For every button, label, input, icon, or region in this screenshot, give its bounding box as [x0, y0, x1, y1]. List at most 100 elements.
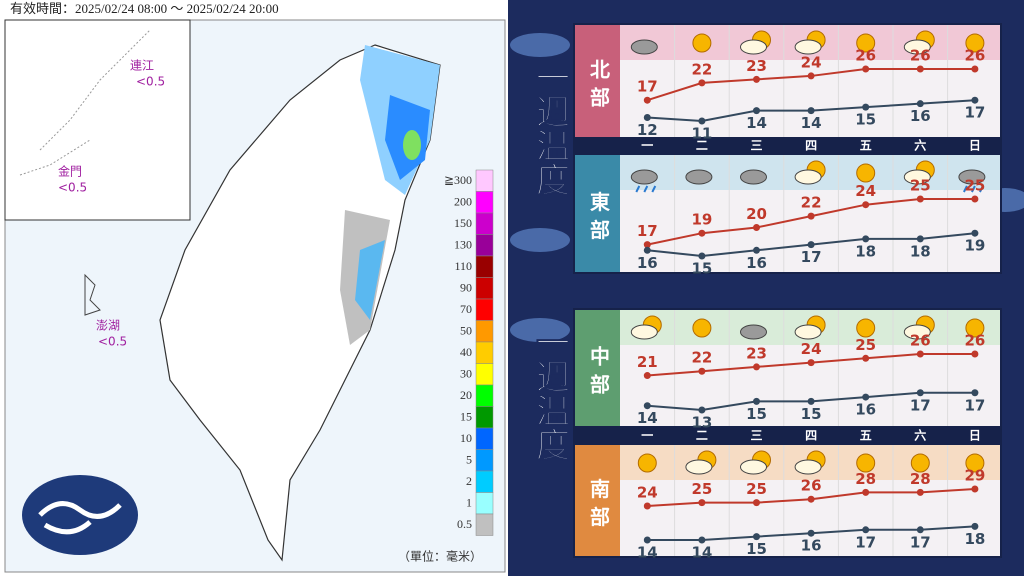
day-label: 四	[805, 429, 817, 443]
valid-time: 有效時間：2025/02/24 08:00 ～ 2025/02/24 20:00	[10, 1, 279, 16]
cloud-icon	[685, 169, 713, 185]
logo	[22, 475, 138, 555]
temp-label: 15	[855, 111, 876, 129]
temp-label: 29	[964, 467, 985, 485]
temp-point	[971, 96, 979, 104]
legend-swatch	[475, 406, 494, 429]
cloud-icon	[685, 459, 713, 475]
island-name: 連江	[130, 59, 154, 73]
cloud-icon	[740, 169, 767, 185]
day-label: 六	[914, 138, 926, 153]
temp-label: 15	[746, 405, 767, 423]
cloud-deco	[510, 33, 570, 57]
day-label: 日	[969, 139, 981, 153]
temp-label: 28	[910, 470, 931, 488]
day-label: 五	[860, 429, 872, 443]
temp-point	[753, 499, 760, 507]
cloud-icon	[630, 39, 658, 55]
temp-point	[807, 212, 815, 220]
temp-point	[916, 100, 924, 108]
temp-label: 17	[637, 222, 658, 240]
temp-label: 13	[691, 414, 712, 432]
island-name: 金門	[58, 164, 82, 179]
legend-label: 110	[454, 259, 472, 273]
panel-label-bg	[575, 25, 620, 137]
temp-label: 25	[746, 480, 767, 498]
legend-label: 50	[460, 323, 472, 337]
temp-point	[753, 75, 760, 83]
temp-point	[643, 502, 651, 510]
cloud-icon	[794, 39, 822, 55]
cloud-icon	[794, 169, 822, 185]
temp-point	[643, 96, 651, 104]
temp-point	[698, 79, 706, 87]
legend-label: 90	[460, 280, 472, 294]
cloud-icon	[740, 324, 767, 340]
temp-label: 17	[964, 104, 985, 122]
legend-label: 0.5	[457, 517, 472, 531]
temp-label: 16	[910, 107, 931, 125]
legend-label: ≧300	[444, 173, 472, 187]
cloud-icon	[958, 169, 986, 185]
temp-point	[971, 485, 979, 493]
island-value: <0.5	[136, 75, 165, 89]
cloud-deco	[510, 318, 570, 342]
legend-label: 150	[454, 216, 472, 230]
temp-label: 17	[964, 396, 985, 414]
temp-label: 14	[637, 409, 658, 427]
temp-point	[698, 252, 706, 260]
panel-title: 東部	[587, 191, 611, 247]
legend-swatch	[475, 169, 494, 192]
coast	[19, 29, 151, 176]
cloud-icon	[740, 39, 767, 55]
legend-swatch	[475, 298, 494, 321]
temp-point	[643, 402, 651, 410]
cloud-icon	[794, 459, 822, 475]
temp-label: 17	[910, 396, 931, 414]
sun-icon	[637, 453, 657, 473]
cloud-icon	[903, 324, 931, 340]
temp-label: 15	[801, 405, 822, 423]
temp-label: 24	[855, 182, 876, 200]
temp-point	[916, 488, 924, 496]
temp-point	[971, 389, 979, 397]
day-label: 三	[750, 139, 762, 153]
day-label: 二	[696, 429, 708, 443]
temp-label: 28	[855, 470, 876, 488]
temp-point	[971, 195, 979, 203]
temp-point	[643, 372, 651, 380]
temp-point	[807, 107, 815, 115]
temp-point	[698, 229, 706, 237]
temp-label: 26	[801, 477, 822, 495]
legend-label: 10	[460, 431, 472, 445]
legend-label: 20	[460, 388, 472, 402]
day-label: 六	[914, 428, 926, 443]
temp-point	[807, 529, 815, 537]
island-name: 澎湖	[96, 318, 120, 333]
sun-icon	[692, 33, 712, 53]
temp-label: 22	[691, 60, 712, 78]
temp-label: 17	[855, 533, 876, 551]
temp-point	[916, 350, 924, 358]
temp-label: 26	[910, 47, 931, 65]
temp-label: 18	[910, 242, 931, 260]
temp-label: 26	[964, 332, 985, 350]
rain-area	[355, 240, 385, 320]
temp-label: 16	[801, 537, 822, 555]
temp-label: 23	[746, 57, 767, 75]
day-label: 四	[805, 139, 817, 153]
legend-swatch	[475, 234, 494, 257]
temp-point	[862, 103, 870, 111]
cloud-icon	[740, 459, 767, 475]
cloud-deco	[510, 228, 570, 252]
sun-icon	[856, 453, 876, 473]
unit-label: （單位：毫米）	[398, 549, 482, 564]
temp-label: 16	[746, 254, 767, 272]
temp-point	[753, 224, 760, 231]
temp-label: 14	[746, 114, 767, 132]
temp-point	[753, 246, 760, 254]
temp-point	[807, 495, 815, 503]
legend-label: 200	[454, 194, 472, 208]
sun-icon	[965, 33, 985, 53]
legend-label: 40	[460, 345, 472, 359]
